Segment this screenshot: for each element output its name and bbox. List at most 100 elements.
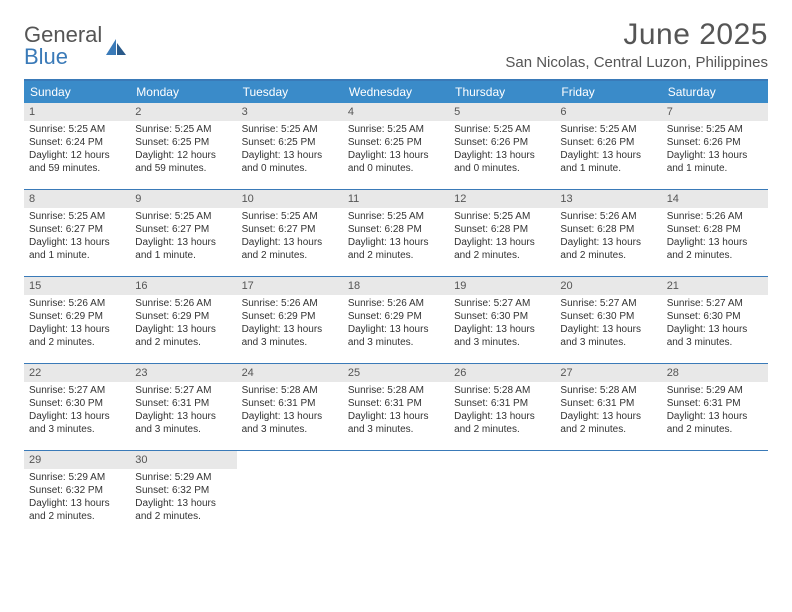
day-cell: 4Sunrise: 5:25 AMSunset: 6:25 PMDaylight…	[343, 103, 449, 189]
day-cell: 27Sunrise: 5:28 AMSunset: 6:31 PMDayligh…	[555, 364, 661, 450]
calendar-page: General Blue June 2025 San Nicolas, Cent…	[0, 0, 792, 555]
day-info-line: and 2 minutes.	[348, 249, 444, 262]
day-number: 4	[343, 103, 449, 121]
day-info-line: Daylight: 13 hours	[135, 236, 231, 249]
day-cell	[449, 451, 555, 537]
day-number: 2	[130, 103, 236, 121]
day-info: Sunrise: 5:28 AMSunset: 6:31 PMDaylight:…	[343, 384, 449, 436]
day-info-line: Daylight: 13 hours	[242, 149, 338, 162]
week-row: 1Sunrise: 5:25 AMSunset: 6:24 PMDaylight…	[24, 103, 768, 189]
day-info-line: and 59 minutes.	[29, 162, 125, 175]
day-cell: 26Sunrise: 5:28 AMSunset: 6:31 PMDayligh…	[449, 364, 555, 450]
day-cell: 12Sunrise: 5:25 AMSunset: 6:28 PMDayligh…	[449, 190, 555, 276]
day-info-line: and 2 minutes.	[454, 423, 550, 436]
day-info-line: Sunrise: 5:26 AM	[135, 297, 231, 310]
day-number: 7	[662, 103, 768, 121]
day-number: 6	[555, 103, 661, 121]
logo-word-2: Blue	[24, 44, 68, 69]
day-info-line: Daylight: 13 hours	[667, 410, 763, 423]
weekday-header: Tuesday	[237, 81, 343, 103]
day-cell: 23Sunrise: 5:27 AMSunset: 6:31 PMDayligh…	[130, 364, 236, 450]
day-number: 28	[662, 364, 768, 382]
day-number: 17	[237, 277, 343, 295]
day-info-line: Sunset: 6:29 PM	[135, 310, 231, 323]
day-cell: 5 Sunrise: 5:25 AMSunset: 6:26 PMDaylight…	[449, 103, 555, 189]
day-info-line: Daylight: 13 hours	[348, 236, 444, 249]
day-info-line: and 2 minutes.	[667, 423, 763, 436]
day-cell: 21Sunrise: 5:27 AMSunset: 6:30 PMDayligh…	[662, 277, 768, 363]
day-info-line: Sunset: 6:27 PM	[135, 223, 231, 236]
day-info-line: and 2 minutes.	[454, 249, 550, 262]
day-cell: 13Sunrise: 5:26 AMSunset: 6:28 PMDayligh…	[555, 190, 661, 276]
day-info-line: Sunset: 6:29 PM	[29, 310, 125, 323]
day-number: 16	[130, 277, 236, 295]
day-info: Sunrise: 5:25 AMSunset: 6:27 PMDaylight:…	[130, 210, 236, 262]
day-cell: 22Sunrise: 5:27 AMSunset: 6:30 PMDayligh…	[24, 364, 130, 450]
day-info-line: Sunset: 6:30 PM	[667, 310, 763, 323]
day-info-line: Sunset: 6:26 PM	[667, 136, 763, 149]
day-info-line: Daylight: 13 hours	[242, 323, 338, 336]
day-info-line: Sunset: 6:26 PM	[454, 136, 550, 149]
page-header: General Blue June 2025 San Nicolas, Cent…	[24, 18, 768, 71]
day-info-line: Sunrise: 5:25 AM	[135, 210, 231, 223]
day-info-line: and 3 minutes.	[135, 423, 231, 436]
weekday-header: Sunday	[24, 81, 130, 103]
day-info-line: Sunrise: 5:27 AM	[560, 297, 656, 310]
day-info-line: Daylight: 13 hours	[454, 410, 550, 423]
day-info: Sunrise: 5:25 AMSunset: 6:26 PMDaylight:…	[449, 123, 555, 175]
day-info-line: Sunrise: 5:26 AM	[667, 210, 763, 223]
day-number: 5	[449, 103, 555, 121]
day-info-line: and 1 minute.	[560, 162, 656, 175]
day-number: 21	[662, 277, 768, 295]
day-info-line: and 0 minutes.	[454, 162, 550, 175]
day-cell: 20Sunrise: 5:27 AMSunset: 6:30 PMDayligh…	[555, 277, 661, 363]
day-info: Sunrise: 5:25 AMSunset: 6:26 PMDaylight:…	[662, 123, 768, 175]
week-row: 22Sunrise: 5:27 AMSunset: 6:30 PMDayligh…	[24, 363, 768, 450]
day-info-line: Daylight: 13 hours	[560, 323, 656, 336]
logo: General Blue	[24, 24, 128, 68]
day-info: Sunrise: 5:27 AMSunset: 6:31 PMDaylight:…	[130, 384, 236, 436]
day-info-line: Daylight: 13 hours	[242, 410, 338, 423]
day-number: 12	[449, 190, 555, 208]
day-info-line: and 3 minutes.	[348, 336, 444, 349]
day-info-line: Sunrise: 5:28 AM	[348, 384, 444, 397]
day-cell	[662, 451, 768, 537]
day-info-line: Daylight: 12 hours	[29, 149, 125, 162]
day-info-line: and 3 minutes.	[560, 336, 656, 349]
day-cell: 18Sunrise: 5:26 AMSunset: 6:29 PMDayligh…	[343, 277, 449, 363]
day-info-line: and 2 minutes.	[135, 510, 231, 523]
day-info-line: Sunrise: 5:25 AM	[135, 123, 231, 136]
day-cell: 9Sunrise: 5:25 AMSunset: 6:27 PMDaylight…	[130, 190, 236, 276]
day-number: 27	[555, 364, 661, 382]
day-info-line: Sunset: 6:32 PM	[29, 484, 125, 497]
logo-sail-icon	[106, 39, 128, 55]
logo-text: General Blue	[24, 24, 102, 68]
day-info-line: Sunrise: 5:28 AM	[242, 384, 338, 397]
day-info-line: Sunrise: 5:26 AM	[560, 210, 656, 223]
day-info: Sunrise: 5:26 AMSunset: 6:29 PMDaylight:…	[130, 297, 236, 349]
day-number: 13	[555, 190, 661, 208]
day-number: 1	[24, 103, 130, 121]
day-info-line: Sunrise: 5:25 AM	[454, 123, 550, 136]
day-info-line: Daylight: 13 hours	[348, 410, 444, 423]
day-info: Sunrise: 5:28 AMSunset: 6:31 PMDaylight:…	[449, 384, 555, 436]
day-info: Sunrise: 5:25 AMSunset: 6:26 PMDaylight:…	[555, 123, 661, 175]
day-info: Sunrise: 5:25 AMSunset: 6:25 PMDaylight:…	[237, 123, 343, 175]
day-number: 11	[343, 190, 449, 208]
day-number: 18	[343, 277, 449, 295]
day-cell: 14Sunrise: 5:26 AMSunset: 6:28 PMDayligh…	[662, 190, 768, 276]
day-info: Sunrise: 5:26 AMSunset: 6:29 PMDaylight:…	[237, 297, 343, 349]
day-number: 24	[237, 364, 343, 382]
day-info-line: Sunset: 6:31 PM	[348, 397, 444, 410]
day-number: 14	[662, 190, 768, 208]
day-info-line: Daylight: 13 hours	[667, 323, 763, 336]
day-info: Sunrise: 5:25 AMSunset: 6:27 PMDaylight:…	[237, 210, 343, 262]
day-info-line: Sunrise: 5:27 AM	[29, 384, 125, 397]
day-info-line: and 3 minutes.	[29, 423, 125, 436]
day-info-line: Sunrise: 5:25 AM	[242, 123, 338, 136]
day-info-line: and 1 minute.	[667, 162, 763, 175]
day-info-line: Sunrise: 5:29 AM	[667, 384, 763, 397]
day-info-line: Daylight: 13 hours	[560, 410, 656, 423]
day-info: Sunrise: 5:25 AMSunset: 6:25 PMDaylight:…	[130, 123, 236, 175]
day-info-line: Sunrise: 5:28 AM	[560, 384, 656, 397]
